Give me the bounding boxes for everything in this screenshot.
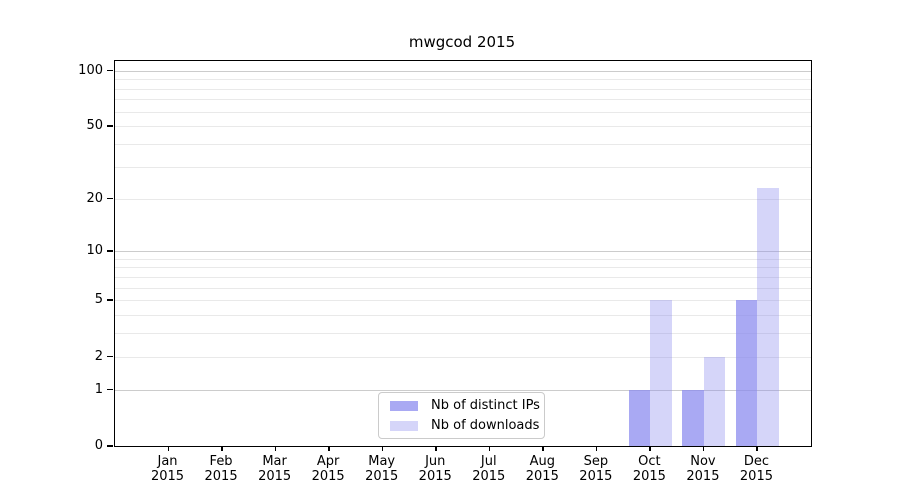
x-tick	[649, 446, 651, 451]
x-tick-label: Jul 2015	[457, 454, 521, 484]
x-tick	[221, 446, 223, 451]
gridline-minor	[115, 258, 811, 260]
legend-item-downloads: Nb of downloads	[387, 417, 540, 434]
x-tick-year: 2015	[686, 469, 720, 484]
y-tick-label: 20	[86, 190, 103, 206]
y-tick-label: 2	[94, 348, 103, 364]
gridline-minor	[115, 315, 811, 317]
y-tick-label: 5	[94, 292, 103, 308]
x-tick	[167, 446, 170, 451]
x-tick-month: Feb	[209, 454, 233, 469]
legend-item-distinct-ips: Nb of distinct IPs	[387, 397, 540, 414]
x-tick-label: Sep 2015	[564, 454, 628, 484]
plot-area: Nb of distinct IPs Nb of downloads	[114, 60, 812, 447]
x-tick	[381, 446, 384, 451]
gridline-minor	[115, 198, 811, 200]
y-tick-label: 10	[86, 243, 103, 259]
x-tick-label: Jun 2015	[403, 454, 467, 484]
gridline-major	[115, 251, 811, 253]
x-tick-month: May	[368, 454, 396, 469]
x-tick-label: Jan 2015	[136, 454, 200, 484]
gridline-minor	[115, 126, 811, 128]
x-tick	[595, 446, 598, 451]
x-tick-month: Jul	[480, 454, 497, 469]
x-tick-label: Mar 2015	[243, 454, 307, 484]
bar-downloads-oct	[650, 300, 672, 446]
legend-swatch-downloads	[390, 420, 418, 431]
legend-swatch-distinct-ips	[390, 400, 418, 411]
bar-downloads-dec	[757, 187, 779, 446]
x-tick-year: 2015	[739, 469, 773, 484]
y-tick	[107, 250, 113, 252]
legend-label-distinct-ips: Nb of distinct IPs	[431, 398, 540, 413]
x-tick-label: Feb 2015	[189, 454, 253, 484]
x-tick	[488, 446, 491, 451]
x-tick-label: Aug 2015	[510, 454, 574, 484]
x-tick-label: Apr 2015	[296, 454, 360, 484]
gridline-minor	[115, 166, 811, 168]
x-tick-year: 2015	[418, 469, 452, 484]
legend: Nb of distinct IPs Nb of downloads	[378, 392, 545, 439]
y-tick-label: 100	[78, 62, 103, 78]
y-tick	[107, 299, 113, 301]
x-tick-month: Nov	[690, 454, 716, 469]
gridline-minor	[115, 111, 811, 113]
x-tick	[756, 446, 758, 451]
x-tick-year: 2015	[311, 469, 345, 484]
gridline-minor	[115, 144, 811, 146]
x-tick-month: Aug	[529, 454, 555, 469]
x-tick-label: Dec 2015	[724, 454, 788, 484]
x-tick-month: Dec	[743, 454, 770, 469]
gridline-minor	[115, 88, 811, 90]
x-tick-month: Mar	[262, 454, 287, 469]
bar-distinct-ips-nov	[682, 389, 704, 446]
x-tick-month: Apr	[316, 454, 340, 469]
gridline-minor	[115, 300, 811, 302]
y-tick	[107, 445, 113, 447]
bar-distinct-ips-dec	[735, 300, 758, 446]
chart-title: mwgcod 2015	[408, 33, 516, 51]
gridline-major	[115, 70, 811, 72]
gridline-minor	[115, 287, 811, 289]
y-tick	[107, 355, 113, 358]
x-tick-year: 2015	[204, 469, 238, 484]
x-tick	[328, 446, 330, 451]
x-tick-year: 2015	[525, 469, 559, 484]
x-tick-year: 2015	[579, 469, 613, 484]
gridline-minor	[115, 267, 811, 269]
gridline-minor	[115, 356, 811, 358]
x-tick-month: Jun	[425, 454, 446, 469]
y-tick	[107, 197, 113, 199]
x-tick	[542, 446, 544, 451]
x-tick-label: Oct 2015	[617, 454, 681, 484]
x-tick-year: 2015	[472, 469, 506, 484]
x-tick-year: 2015	[632, 469, 666, 484]
x-tick-month: Sep	[583, 454, 609, 469]
x-tick	[702, 446, 705, 451]
x-tick-year: 2015	[365, 469, 399, 484]
x-tick-month: Jan	[157, 454, 178, 469]
bar-downloads-nov	[703, 356, 726, 446]
x-tick	[274, 446, 277, 451]
gridline-minor	[115, 276, 811, 278]
gridline-minor	[115, 99, 811, 101]
y-tick-label: 50	[86, 118, 103, 134]
x-tick-year: 2015	[258, 469, 292, 484]
gridline-minor	[115, 333, 811, 335]
x-tick-month: Oct	[638, 454, 661, 469]
legend-label-downloads: Nb of downloads	[431, 418, 540, 433]
bar-distinct-ips-oct	[628, 389, 651, 446]
x-tick-year: 2015	[150, 469, 185, 484]
gridline-major	[115, 389, 811, 391]
x-tick-label: May 2015	[350, 454, 414, 484]
x-tick	[435, 446, 437, 451]
gridline-minor	[115, 79, 811, 81]
y-tick-label: 0	[94, 438, 103, 453]
y-tick	[107, 69, 113, 72]
y-tick	[107, 388, 113, 391]
x-tick-label: Nov 2015	[671, 454, 735, 484]
y-tick-label: 1	[94, 381, 103, 397]
y-tick	[107, 125, 113, 127]
